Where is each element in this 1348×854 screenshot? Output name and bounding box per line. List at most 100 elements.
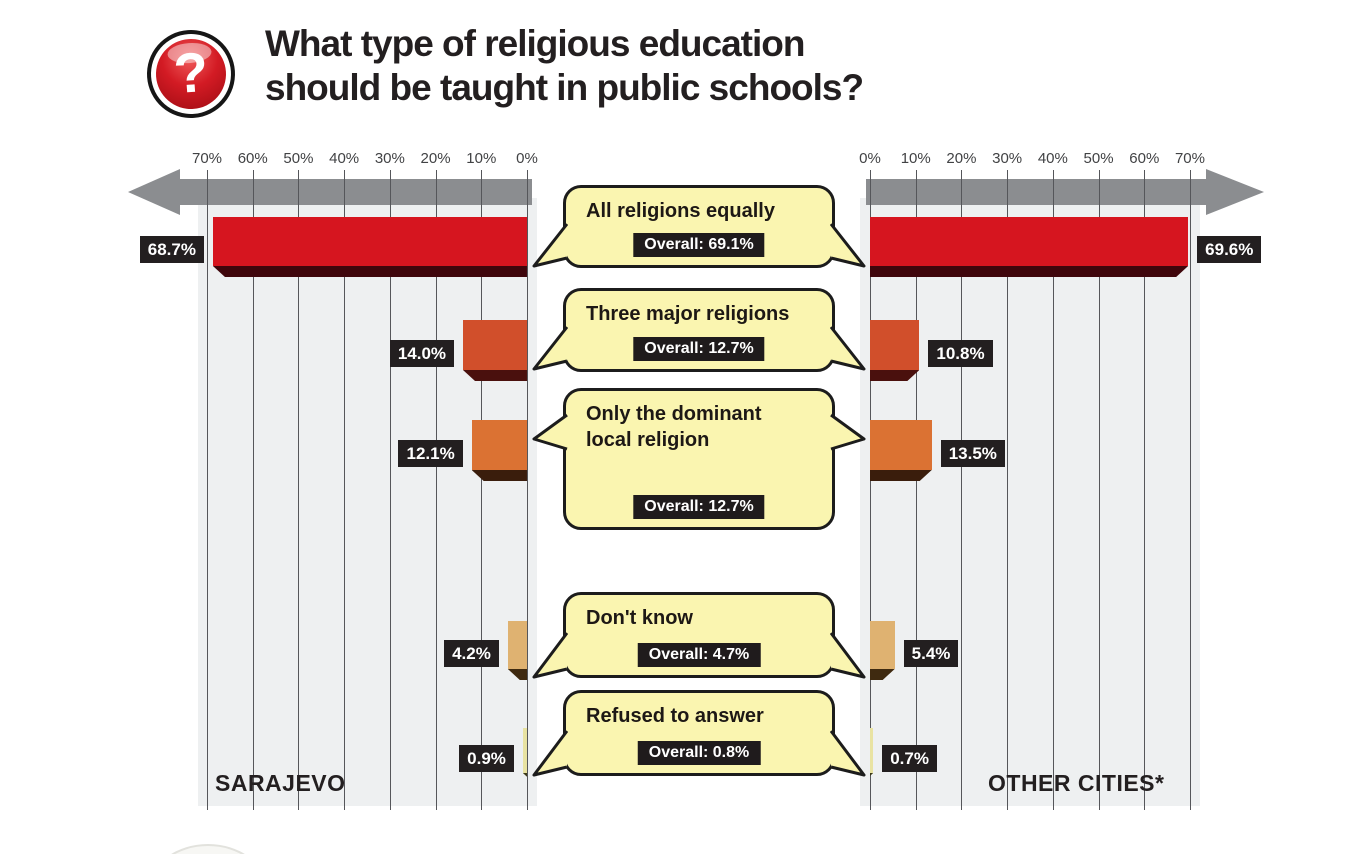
value-label-other-cities: 10.8% (928, 339, 993, 367)
question-mark-glyph: ? (171, 39, 211, 105)
question-mark-icon: ? (144, 27, 238, 121)
value-label-sarajevo: 14.0% (389, 339, 455, 367)
axis-arrow-left-icon (128, 169, 180, 215)
callout-label: Refused to answer (586, 705, 764, 727)
overall-value-badge: Overall: 0.8% (637, 741, 761, 765)
callout-label: Only the dominant local religion (586, 403, 762, 451)
bar-sarajevo (463, 320, 527, 370)
gridline (961, 170, 963, 810)
bar-sarajevo (507, 621, 527, 669)
gridline (1052, 170, 1054, 810)
axis-tick-label: 50% (283, 150, 314, 167)
plot-area-sarajevo (198, 198, 537, 806)
value-label-sarajevo: 68.7% (139, 236, 204, 263)
page-title: What type of religious education should … (265, 22, 864, 111)
bar-shadow-other-cities (870, 266, 1188, 277)
callout-label: All religions equally (586, 200, 775, 222)
bar-other-cities (870, 320, 920, 370)
bubble-tail-right-icon (830, 326, 866, 371)
bubble-tail-left-icon (532, 223, 568, 268)
gridline (252, 170, 254, 810)
value-label-sarajevo: 12.1% (398, 439, 463, 467)
gridline (915, 170, 917, 810)
bar-shadow-other-cities (870, 470, 932, 481)
bar-other-cities (870, 420, 932, 470)
callout-three-major-religions: Three major religions Overall: 12.7% (532, 288, 866, 372)
value-label-other-cities: 5.4% (903, 639, 959, 667)
group-label-other-cities: OTHER CITIES* (988, 770, 1165, 796)
axis-tick-label: 70% (191, 150, 223, 167)
axis-tick-label: 0% (859, 150, 881, 167)
bar-shadow-sarajevo (212, 266, 527, 277)
bar-sarajevo (471, 420, 527, 470)
axis-tick-label: 20% (420, 150, 451, 167)
axis-tick-label: 60% (237, 150, 268, 167)
bubble-tail-left-icon (532, 730, 568, 777)
overall-value-badge: Overall: 12.7% (633, 495, 765, 519)
overall-value-badge: Overall: 4.7% (637, 643, 761, 667)
value-label-sarajevo: 0.9% (459, 745, 514, 772)
callout-label: Three major religions (586, 303, 790, 325)
value-label-other-cities: 0.7% (882, 745, 937, 772)
gridline (344, 170, 346, 810)
bubble-tail-right-icon (830, 632, 866, 679)
bar-sarajevo (212, 217, 527, 266)
callout-dont-know: Don't know Overall: 4.7% (532, 592, 866, 679)
gridline (1189, 170, 1191, 810)
axis-arrow-right-icon (1206, 169, 1264, 215)
axis-tick-label: 40% (1037, 150, 1068, 167)
gridline (1007, 170, 1009, 810)
callout-all-religions-equally: All religions equally Overall: 69.1% (532, 185, 866, 268)
gridline (870, 170, 871, 810)
bar-sarajevo (522, 728, 527, 773)
gridline (298, 170, 300, 810)
group-label-sarajevo: SARAJEVO (215, 770, 346, 796)
value-label-other-cities: 69.6% (1197, 236, 1262, 263)
callout-label: Don't know (586, 607, 693, 629)
bubble-tail-right-icon (830, 223, 866, 268)
axis-tick-label: 0% (516, 150, 538, 167)
gridline (207, 170, 208, 810)
bubble-tail-left-icon (532, 326, 568, 371)
gridline (527, 170, 528, 810)
gridline (435, 170, 437, 810)
overall-value-badge: Overall: 69.1% (633, 233, 765, 257)
bar-shadow-other-cities (870, 370, 919, 381)
callout-refused-to-answer: Refused to answer Overall: 0.8% (532, 690, 866, 777)
axis-tick-label: 50% (1083, 150, 1114, 167)
cropped-icon-fragment (150, 844, 266, 854)
page-title-line1: What type of religious education (265, 23, 805, 64)
axis-tick-label: 30% (992, 150, 1023, 167)
bar-other-cities (870, 728, 874, 773)
value-label-sarajevo: 4.2% (444, 639, 499, 667)
gridline (389, 170, 391, 810)
bubble-tail-left-icon (532, 632, 568, 679)
axis-arrow-band-left (164, 179, 532, 205)
plot-area-other-cities (860, 198, 1200, 806)
bar-shadow-sarajevo (463, 370, 527, 381)
overall-value-badge: Overall: 12.7% (633, 337, 765, 361)
axis-tick-label: 10% (900, 150, 931, 167)
gridline (481, 170, 483, 810)
axis-tick-label: 10% (466, 150, 497, 167)
axis-tick-label: 60% (1129, 150, 1160, 167)
value-label-other-cities: 13.5% (940, 439, 1005, 467)
gridline (1144, 170, 1146, 810)
gridline (1098, 170, 1100, 810)
axis-tick-label: 40% (329, 150, 360, 167)
axis-arrow-band-right (866, 179, 1210, 205)
axis-tick-label: 20% (946, 150, 977, 167)
bar-other-cities (870, 621, 895, 669)
bar-shadow-sarajevo (471, 470, 527, 481)
bubble-tail-right-icon (830, 413, 866, 451)
bubble-tail-left-icon (532, 413, 568, 451)
callout-dominant-local-religion: Only the dominant local religion Overall… (532, 388, 866, 530)
axis-tick-label: 30% (374, 150, 405, 167)
bubble-tail-right-icon (830, 730, 866, 777)
bar-shadow-other-cities (870, 669, 895, 680)
page-title-line2: should be taught in public schools? (265, 67, 864, 109)
bar-shadow-sarajevo (507, 669, 527, 680)
axis-tick-label: 70% (1174, 150, 1205, 167)
bar-other-cities (870, 217, 1189, 266)
